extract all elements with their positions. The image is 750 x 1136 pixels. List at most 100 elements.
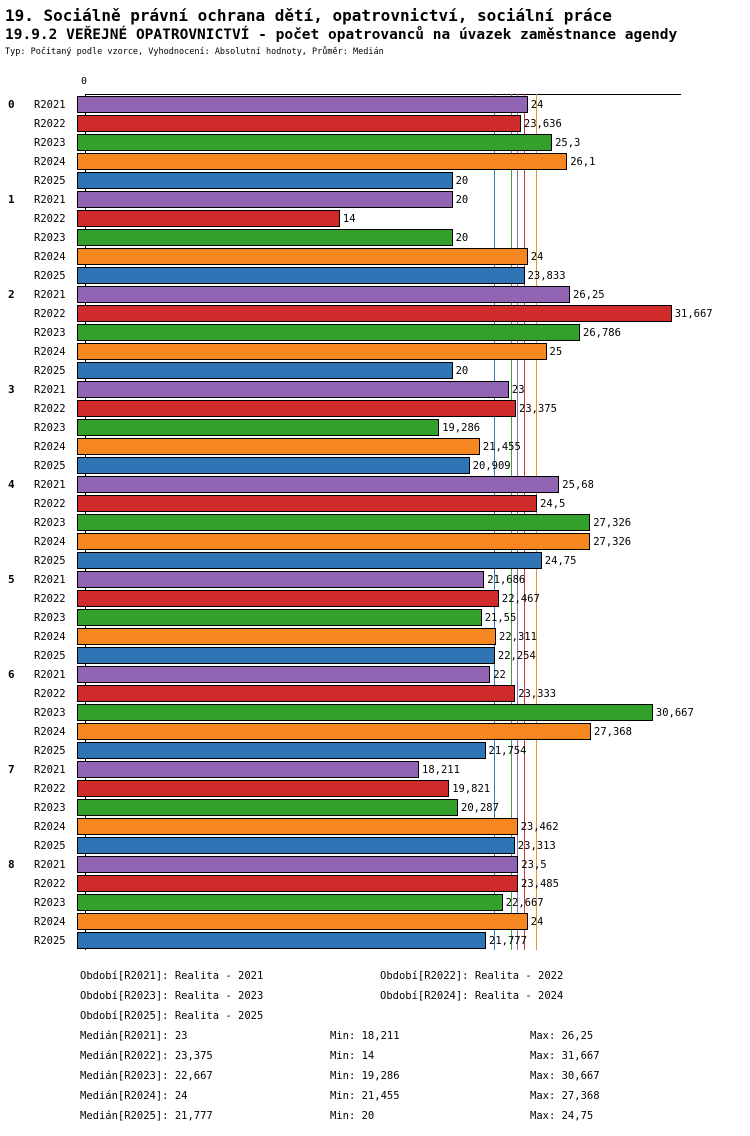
bar-R2024: [77, 628, 496, 645]
value-label: 24,5: [540, 497, 566, 510]
series-label: R2024: [34, 250, 66, 263]
bar-R2022: [77, 590, 499, 607]
series-label: R2021: [34, 193, 66, 206]
bar-row: R2022 14: [0, 209, 750, 228]
value-label: 24,75: [544, 554, 577, 567]
bar-R2024: [77, 818, 518, 835]
value-label: 26,25: [573, 288, 605, 301]
legend-entry: Období[R2025]: Realita - 2025: [80, 1010, 264, 1022]
value-label: 19,821: [452, 782, 491, 795]
bar-R2023: [77, 514, 591, 531]
series-label: R2021: [34, 478, 66, 491]
value-label: 18,211: [422, 763, 460, 776]
series-label: R2025: [34, 744, 66, 757]
bar-row: R2023 20: [0, 228, 750, 247]
bar-row: R2023 30,667: [0, 703, 750, 722]
value-label: 27,368: [594, 725, 632, 738]
value-label: 23,462: [520, 820, 559, 833]
series-label: R2022: [34, 307, 66, 320]
series-label: R2025: [34, 649, 66, 662]
value-label: 24: [530, 98, 544, 111]
bar-row: R2023 25,3: [0, 133, 750, 152]
series-label: R2023: [34, 896, 66, 909]
bar-R2025: [77, 932, 486, 949]
value-label: 30,667: [655, 706, 694, 719]
series-label: R2023: [34, 801, 66, 814]
series-label: R2021: [34, 98, 66, 111]
bar-R2025: [77, 742, 486, 759]
value-label: 22,311: [499, 630, 537, 643]
value-label: 23: [511, 383, 525, 396]
legend: Období[R2021]: Realita - 2021 Období[R202…: [80, 966, 750, 1026]
series-label: R2022: [34, 402, 66, 415]
bar-R2022: [77, 875, 518, 892]
bar-row: R2022 23,485: [0, 874, 750, 893]
bar-row: 7 R2021 18,211: [0, 760, 750, 779]
bar-row: R2025 21,754: [0, 741, 750, 760]
value-label: 22: [493, 668, 506, 681]
bar-R2021: [77, 476, 560, 493]
bar-R2025: [77, 172, 453, 189]
bar-row: 5 R2021 21,686: [0, 570, 750, 589]
bar-row: 0 R2021 24: [0, 95, 750, 114]
bar-R2023: [77, 609, 482, 626]
value-label: 14: [342, 212, 356, 225]
bar-row: R2024 25: [0, 342, 750, 361]
series-label: R2022: [34, 212, 66, 225]
value-label: 25,3: [555, 136, 581, 149]
chart-footer: Období[R2021]: Realita - 2021 Období[R202…: [0, 966, 750, 1126]
bar-row: 6 R2021 22: [0, 665, 750, 684]
bar-row: R2023 20,287: [0, 798, 750, 817]
value-label: 20,909: [472, 459, 511, 472]
bar-row: R2022 23,375: [0, 399, 750, 418]
series-label: R2023: [34, 136, 66, 149]
bar-R2021: [77, 571, 485, 588]
bar-row: R2025 22,254: [0, 646, 750, 665]
series-label: R2021: [34, 763, 66, 776]
series-label: R2023: [34, 421, 66, 434]
bar-row: R2023 27,326: [0, 513, 750, 532]
stats: Medián[R2021]: 23 Min: 18,211 Max: 26,25 Me…: [80, 1026, 750, 1126]
series-label: R2024: [34, 345, 66, 358]
bar-row: R2022 19,821: [0, 779, 750, 798]
median-stat: Medián[R2024]: 24: [80, 1090, 188, 1102]
bar-row: R2025 24,75: [0, 551, 750, 570]
value-label: 21,55: [484, 611, 517, 624]
value-label: 21,777: [489, 934, 527, 947]
group-label: 6: [8, 668, 15, 681]
bar-row: 1 R2021 20: [0, 190, 750, 209]
value-label: 22,667: [505, 896, 544, 909]
value-label: 20: [455, 364, 469, 377]
bar-row: R2024 24: [0, 247, 750, 266]
group-label: 1: [8, 193, 15, 206]
bar-row: R2024 23,462: [0, 817, 750, 836]
bar-R2023: [77, 419, 440, 436]
bar-chart: 0 0 R2021 24 R2022 23,636 R2023 25,3 R2024 26,1 R…: [0, 70, 750, 950]
bar-R2024: [77, 248, 528, 265]
bar-row: R2022 23,636: [0, 114, 750, 133]
bar-R2024: [77, 438, 480, 455]
bar-R2021: [77, 856, 519, 873]
group-label: 2: [8, 288, 15, 301]
series-label: R2023: [34, 326, 66, 339]
series-label: R2025: [34, 459, 66, 472]
series-label: R2022: [34, 782, 66, 795]
x-axis-zero-label: 0: [81, 76, 88, 87]
max-stat: Max: 31,667: [530, 1050, 600, 1062]
group-label: 3: [8, 383, 15, 396]
bar-R2025: [77, 267, 525, 284]
bar-row: R2022 24,5: [0, 494, 750, 513]
value-label: 24: [530, 250, 544, 263]
median-stat: Medián[R2023]: 22,667: [80, 1070, 213, 1082]
bar-R2022: [77, 210, 340, 227]
bar-R2025: [77, 457, 470, 474]
median-stat: Medián[R2025]: 21,777: [80, 1110, 213, 1122]
median-stat: Medián[R2022]: 23,375: [80, 1050, 213, 1062]
bar-R2022: [77, 780, 450, 797]
value-label: 24: [530, 915, 544, 928]
bar-R2024: [77, 913, 528, 930]
series-label: R2022: [34, 877, 66, 890]
series-label: R2022: [34, 687, 66, 700]
bar-R2025: [77, 362, 453, 379]
bar-row: R2023 21,55: [0, 608, 750, 627]
